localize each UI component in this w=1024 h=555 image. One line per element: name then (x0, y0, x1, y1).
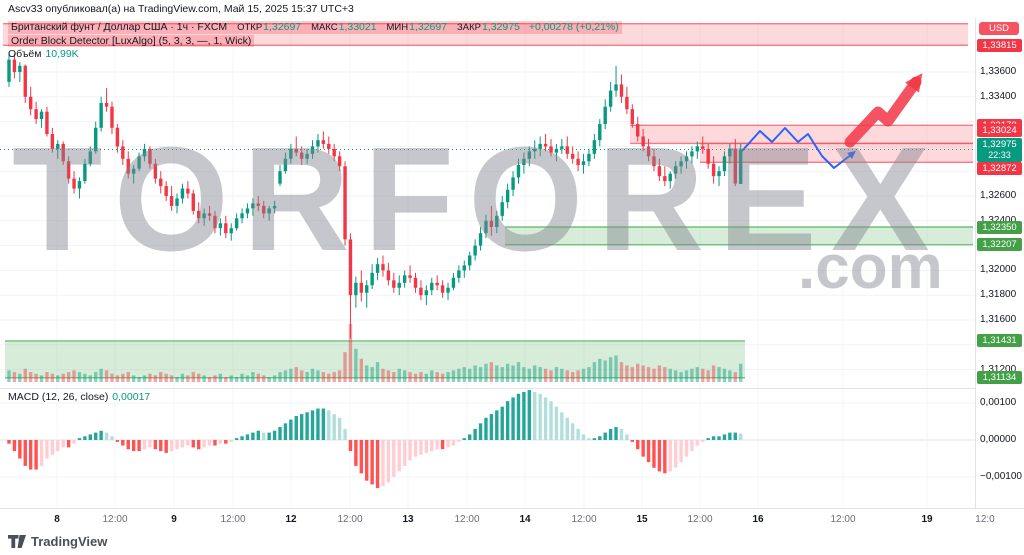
macd-histogram (7, 390, 743, 489)
price-level-badge: 1,33815 (977, 38, 1022, 52)
price-level-badge: 1,31431 (977, 334, 1022, 348)
macd-title: MACD (12, 26, close) (8, 391, 109, 403)
chart-legend: Британский фунт / Доллар США · 1ч · FXCM… (8, 21, 622, 61)
chart-canvas[interactable] (0, 0, 975, 508)
price-tick: 1,33400 (980, 90, 1017, 102)
time-axis-label: 13 (402, 514, 414, 525)
time-axis-label: 12:00 (571, 514, 597, 525)
zigzag-drawing[interactable] (741, 127, 853, 169)
time-axis-label: 12:00 (220, 514, 246, 525)
time-axis-label: 8 (54, 514, 60, 525)
time-axis[interactable]: 8 12:00 9 12:00 12 12:00 13 12:00 14 12:00 15 12:00… (0, 508, 1024, 531)
tradingview-logo[interactable]: TradingView (8, 534, 107, 549)
ohlc-close-label: ЗАКР (457, 22, 481, 33)
price-level-badge: 1,31134 (977, 371, 1022, 385)
volume-legend[interactable]: Объём 10,99K (8, 48, 622, 60)
macd-tick: 0,00100 (980, 397, 1017, 408)
macd-tick: 0,00000 (980, 434, 1017, 445)
time-axis-label: 12:00 (454, 514, 480, 525)
ohlc-high-value: 1,33021 (338, 21, 377, 33)
ohlc-low-label: МИН (386, 22, 409, 33)
price-tick: 1,32400 (980, 215, 1016, 226)
time-axis-label: 12:00 (102, 514, 128, 525)
time-axis-label: 12:00 (830, 514, 856, 525)
price-level-badge: 1,33024 (977, 124, 1022, 137)
time-axis-label: 15 (636, 514, 648, 525)
ohlc-high-label: МАКС (311, 22, 338, 33)
volume-value: 10,99K (45, 48, 79, 60)
ohlc-open-value: 1,32697 (263, 21, 302, 33)
ohlc-close-value: 1,32975 (481, 21, 520, 33)
price-change: +0,00278 (+0,21%) (528, 21, 619, 33)
candles (7, 52, 743, 339)
price-scale[interactable]: USD 1,336001,334001,326001,324001,322001… (975, 18, 1024, 508)
pane-separator[interactable] (0, 388, 975, 389)
gridlines (0, 18, 975, 508)
publish-info: Ascv33 опубликовал(а) на TradingView.com… (8, 3, 354, 15)
indicator-legend[interactable]: Order Block Detector [LuxAlgo] (5, 3, 3,… (8, 35, 255, 47)
price-tick: 1,31200 (980, 363, 1017, 375)
trend-arrow-drawing[interactable] (844, 76, 922, 148)
price-tick: 1,32600 (980, 190, 1017, 201)
symbol-legend[interactable]: Британский фунт / Доллар США · 1ч · FXCM… (8, 21, 622, 34)
price-tick: 1,33600 (980, 66, 1017, 77)
ohlc-low-value: 1,32697 (409, 21, 448, 33)
time-axis-label: 19 (921, 514, 933, 525)
price-tick: 1,32000 (980, 264, 1017, 276)
tradingview-logo-icon (8, 535, 26, 548)
price-level-badge: 1,32872 (977, 162, 1022, 175)
time-axis-label: 14 (519, 514, 531, 525)
time-axis-label: 12:00 (687, 514, 713, 525)
time-axis-label: 12 (285, 514, 297, 525)
time-axis-label: 12:00 (337, 514, 363, 525)
price-tick: 1,31800 (980, 289, 1017, 301)
current-price-badge: 1,32975 22:33 (977, 137, 1022, 162)
time-axis-label: 16 (752, 514, 764, 525)
volume-label: Объём (8, 48, 42, 60)
order-block-zones (3, 22, 973, 379)
drawings (741, 73, 923, 169)
time-axis-label: 12:0 (975, 514, 995, 525)
ohlc-open-label: ОТКР (237, 22, 263, 33)
macd-legend[interactable]: MACD (12, 26, close) 0,00017 (8, 391, 150, 403)
price-level-badge: 1,32350 (977, 220, 1022, 234)
time-axis-label: 9 (171, 514, 177, 525)
symbol-title[interactable]: Британский фунт / Доллар США · 1ч · FXCM (11, 21, 228, 33)
price-level-badge: 1,32207 (977, 238, 1022, 252)
volume-bars (7, 324, 743, 382)
price-tick: 1,31600 (980, 314, 1017, 325)
currency-unit-button[interactable]: USD (979, 22, 1019, 35)
macd-value: 0,00017 (112, 391, 151, 403)
macd-tick: −0,00100 (980, 471, 1022, 482)
tradingview-logo-text: TradingView (31, 534, 108, 549)
